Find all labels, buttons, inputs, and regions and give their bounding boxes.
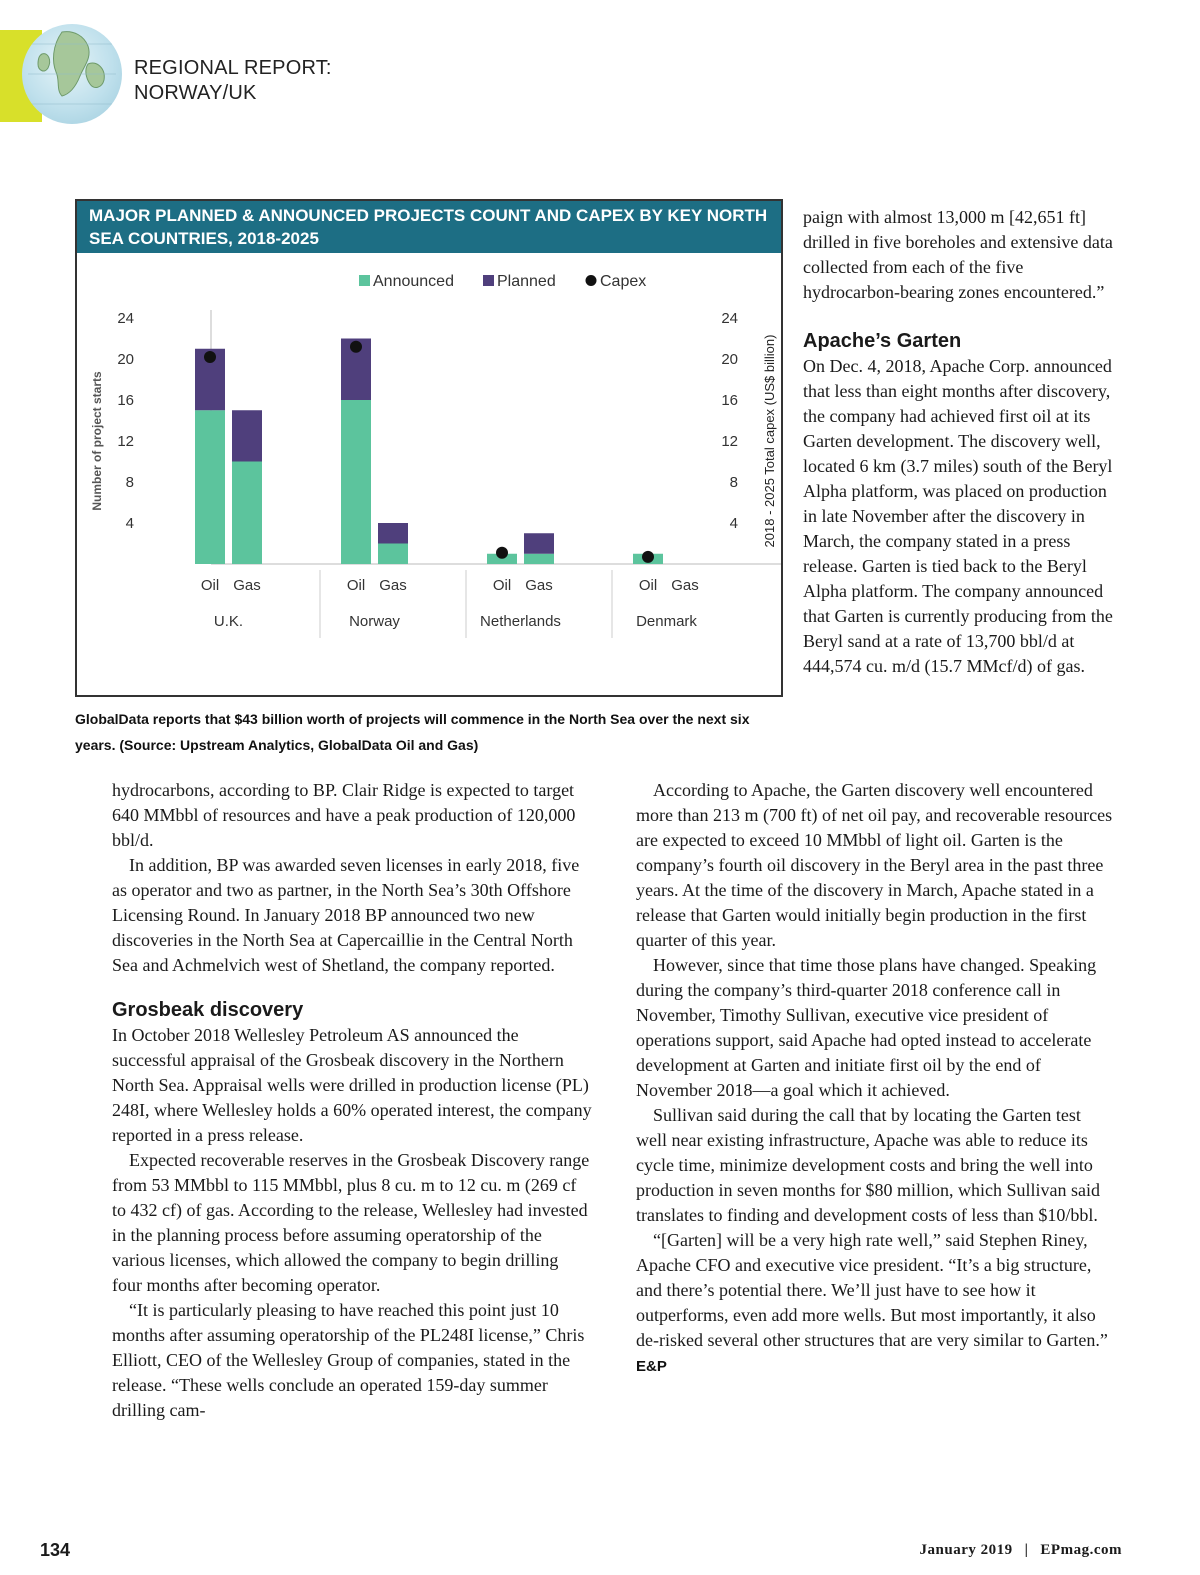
paragraph: In addition, BP was awarded seven licens… <box>112 855 580 975</box>
site-url[interactable]: EPmag.com <box>1040 1542 1122 1558</box>
chart-title: MAJOR PLANNED & ANNOUNCED PROJECTS COUNT… <box>77 201 781 253</box>
figure-caption: GlobalData reports that $43 billion wort… <box>75 711 750 753</box>
paragraph-text: “[Garten] will be a very high rate well,… <box>636 1230 1108 1350</box>
y-tick-label-left: 8 <box>126 474 134 491</box>
legend-label: Capex <box>600 273 646 290</box>
right-column: According to Apache, the Garten discover… <box>636 778 1116 1379</box>
paragraph: In October 2018 Wellesley Petroleum AS a… <box>112 1025 592 1145</box>
y-tick-label-left: 24 <box>117 310 134 327</box>
subheading-apache-garten: Apache’s Garten <box>803 330 962 352</box>
chart-svg: Announced Planned Capex 4 4 8 8 12 12 16 16 20 20 24 2… <box>90 273 781 638</box>
subheading-grosbeak: Grosbeak discovery <box>112 999 304 1021</box>
y-tick-label-right: 8 <box>730 474 738 491</box>
group-label: U.K. <box>214 613 243 630</box>
paragraph: “It is particularly pleasing to have rea… <box>112 1300 585 1420</box>
bar-planned <box>524 533 554 554</box>
y-tick-label-left: 12 <box>117 433 134 450</box>
x-tick-label: Gas <box>233 577 261 594</box>
section-title-line2: NORWAY/UK <box>134 82 257 104</box>
x-tick-label: Gas <box>525 577 553 594</box>
legend-label: Planned <box>497 273 556 290</box>
legend-marker-capex <box>585 275 597 286</box>
bar-announced <box>232 461 262 564</box>
page-number: 134 <box>40 1540 71 1560</box>
x-tick-label: Gas <box>379 577 407 594</box>
bar-announced <box>378 543 408 564</box>
paragraph: On Dec. 4, 2018, Apache Corp. announced … <box>803 356 1113 676</box>
paragraph: According to Apache, the Garten discover… <box>636 780 1113 950</box>
y2-axis-label: 2018 - 2025 Total capex (US$ billion) <box>762 335 777 548</box>
paragraph: hydrocarbons, according to BP. Clair Rid… <box>112 780 576 850</box>
footer-info: January 2019 | EPmag.com <box>920 1542 1122 1559</box>
bar-planned <box>378 523 408 544</box>
chart-figure: MAJOR PLANNED & ANNOUNCED PROJECTS COUNT… <box>75 199 783 697</box>
paragraph: However, since that time those plans hav… <box>636 955 1097 1100</box>
paragraph: Sullivan said during the call that by lo… <box>636 1105 1100 1225</box>
x-tick-label: Oil <box>639 577 657 594</box>
bar-announced <box>524 553 554 564</box>
ep-end-mark: E&P <box>636 1358 667 1375</box>
globe-icon <box>22 24 122 124</box>
group-label: Norway <box>349 613 400 630</box>
y-tick-label-right: 20 <box>721 351 738 368</box>
right-top-column: paign with almost 13,000 m [42,651 ft] d… <box>803 205 1123 679</box>
footer-separator: | <box>1024 1542 1029 1558</box>
y-tick-label-right: 12 <box>721 433 738 450</box>
group-label: Netherlands <box>480 613 561 630</box>
x-tick-label: Oil <box>493 577 511 594</box>
issue-date: January 2019 <box>919 1542 1013 1558</box>
y-tick-label-right: 24 <box>721 310 738 327</box>
legend-swatch-planned <box>483 275 494 286</box>
left-column: hydrocarbons, according to BP. Clair Rid… <box>112 778 592 1423</box>
y-tick-label-right: 4 <box>730 515 738 532</box>
y-tick-label-left: 4 <box>126 515 134 532</box>
section-title-line1: REGIONAL REPORT: <box>134 57 332 79</box>
legend-swatch-announced <box>359 275 370 286</box>
bar-announced <box>487 553 517 564</box>
section-title: REGIONAL REPORT: NORWAY/UK <box>134 56 332 106</box>
y-tick-label-left: 20 <box>117 351 134 368</box>
y-axis-label: Number of project starts <box>90 371 104 511</box>
y-tick-label-left: 16 <box>117 392 134 409</box>
x-tick-label: Gas <box>671 577 699 594</box>
bar-planned <box>232 410 262 462</box>
paragraph: “[Garten] will be a very high rate well,… <box>636 1228 1116 1379</box>
x-tick-label: Oil <box>201 577 219 594</box>
paragraph: Expected recoverable reserves in the Gro… <box>112 1150 590 1295</box>
capex-point <box>642 550 654 563</box>
group-label: Denmark <box>636 613 697 630</box>
bar-announced <box>195 410 225 564</box>
capex-point <box>496 546 508 559</box>
legend-label: Announced <box>373 273 454 290</box>
x-tick-label: Oil <box>347 577 365 594</box>
bar-announced <box>341 400 371 564</box>
y-tick-label-right: 16 <box>721 392 738 409</box>
capex-point <box>204 350 216 363</box>
paragraph: paign with almost 13,000 m [42,651 ft] d… <box>803 207 1113 302</box>
capex-point <box>350 340 362 353</box>
